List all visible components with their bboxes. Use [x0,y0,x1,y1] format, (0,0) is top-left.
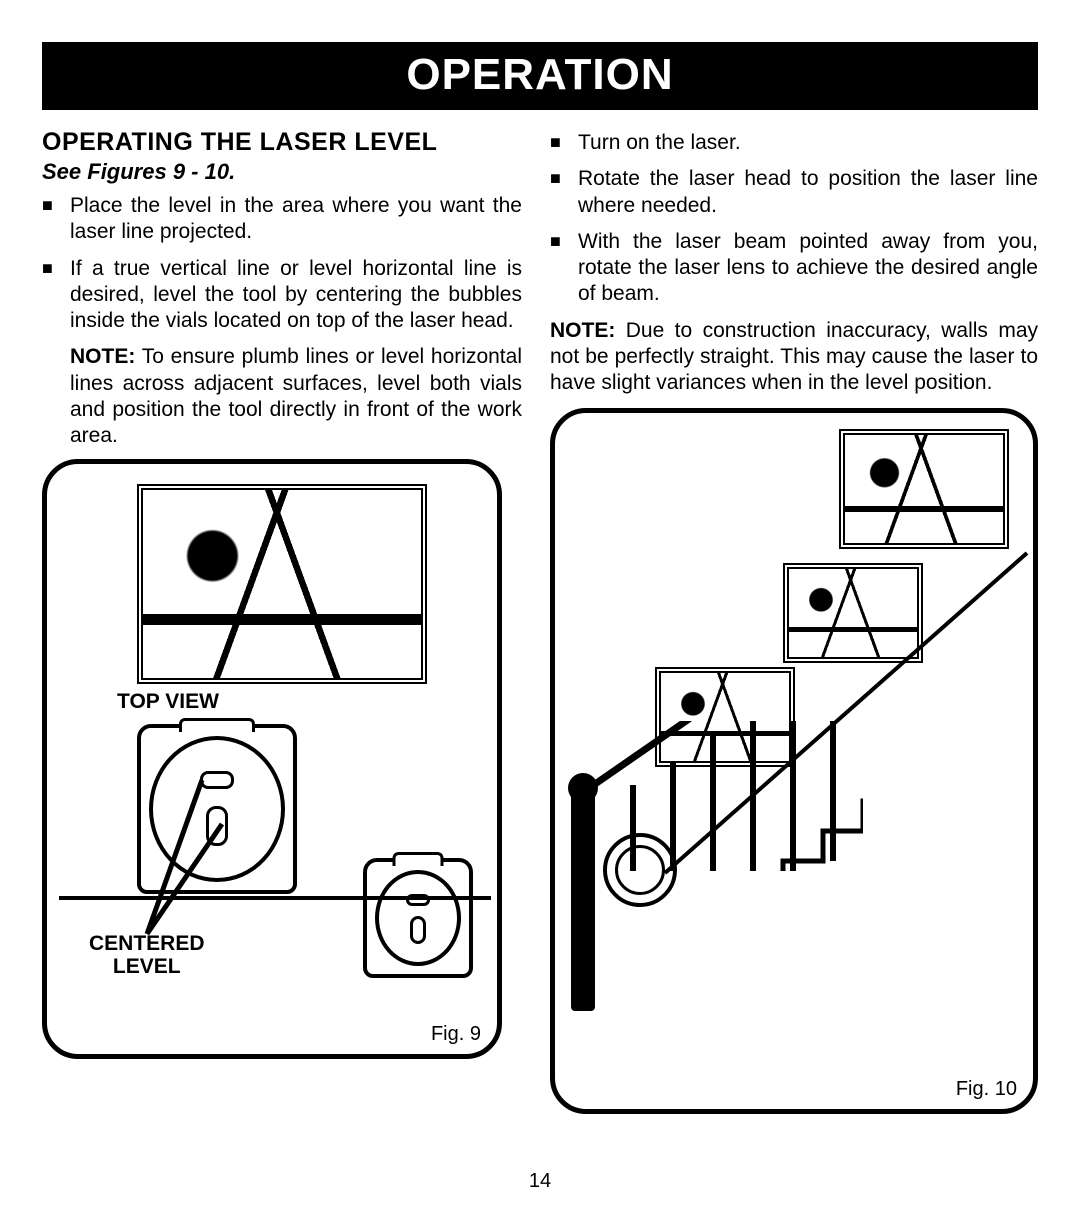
stairs-svg [563,721,863,871]
bullet-item: Place the level in the area where you wa… [42,193,522,246]
painting-illustration [143,490,421,678]
right-note: NOTE: Due to construction inaccuracy, wa… [550,318,1038,397]
fig9-caption: Fig. 9 [431,1023,481,1046]
note-label: NOTE: [550,319,615,342]
fig10-painting-2 [783,563,923,663]
content-columns: OPERATING THE LASER LEVEL See Figures 9 … [42,128,1038,1114]
fig9-label-top-view: TOP VIEW [117,690,219,714]
title-bar: OPERATION [42,42,1038,110]
figure-10: Fig. 10 [550,408,1038,1114]
bullet-item: Rotate the laser head to position the la… [550,166,1038,219]
fig9-label-centered-level: CENTERED LEVEL [89,932,205,978]
left-bullet-list: Place the level in the area where you wa… [42,193,522,334]
bullet-item: With the laser beam pointed away from yo… [550,229,1038,308]
fig9-device-small [363,858,473,978]
page-number: 14 [0,1170,1080,1193]
fig9-painting [137,484,427,684]
section-heading: OPERATING THE LASER LEVEL [42,128,522,157]
see-figures-ref: See Figures 9 - 10. [42,159,522,185]
figure-9: TOP VIEW [42,459,502,1059]
note-label: NOTE: [70,345,135,368]
fig9-device-large [137,724,297,894]
right-bullet-list: Turn on the laser. Rotate the laser head… [550,130,1038,308]
fig10-caption: Fig. 10 [956,1078,1017,1101]
fig10-stairs [563,721,1023,1061]
note-text: To ensure plumb lines or level horizonta… [70,345,522,447]
left-note: NOTE: To ensure plumb lines or level hor… [70,344,522,449]
right-column: Turn on the laser. Rotate the laser head… [550,128,1038,1114]
bullet-item: If a true vertical line or level horizon… [42,256,522,335]
fig10-painting-1 [839,429,1009,549]
bullet-item: Turn on the laser. [550,130,1038,156]
left-column: OPERATING THE LASER LEVEL See Figures 9 … [42,128,522,1114]
note-text: Due to construction inaccuracy, walls ma… [550,319,1038,395]
